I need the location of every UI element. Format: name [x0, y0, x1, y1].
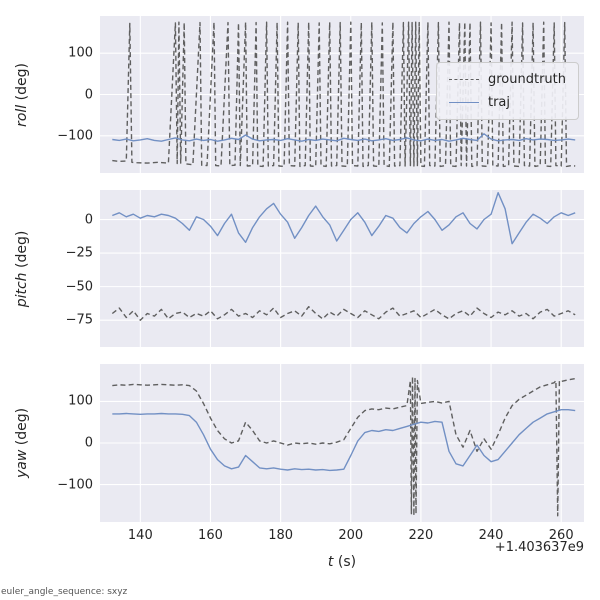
traj-line — [112, 409, 576, 472]
subplot-yaw: yaw (deg) 100 0 −100 140 160 180 200 220 240 260 — [14, 364, 584, 543]
y-tick-label: 0 — [84, 212, 93, 228]
traj-line-sample-icon — [448, 102, 479, 103]
x-tick-label: 260 — [548, 528, 574, 543]
x-tick-label: 240 — [478, 528, 504, 543]
x-axis-label-unit: (s) — [333, 554, 357, 570]
x-axis-label-var: t — [327, 554, 334, 570]
y-axis-label-pitch: pitch (deg) — [14, 230, 30, 307]
legend-entry-groundtruth: groundtruth — [448, 72, 566, 87]
subplot-roll: roll (deg) groundtruth traj 100 0 −100 — [14, 16, 584, 173]
x-tick-label: 200 — [338, 528, 364, 543]
y-tick-label: 100 — [68, 45, 93, 61]
y-tick-label: −100 — [57, 128, 93, 144]
groundtruth-line — [111, 305, 576, 321]
x-axis-label: t (s) — [328, 554, 356, 570]
y-axis-label-roll: roll (deg) — [14, 63, 30, 127]
x-tick-label: 180 — [268, 528, 294, 543]
y-axis-label-pitch-var: pitch — [14, 271, 30, 307]
groundtruth-line — [112, 375, 576, 517]
y-tick-label: −75 — [65, 312, 93, 328]
x-tick-label: 140 — [127, 528, 153, 543]
y-tick-label: 0 — [84, 87, 93, 102]
x-tick-label: 220 — [408, 528, 434, 543]
subplot-pitch: pitch (deg) 0 −25 −50 −75 — [14, 190, 584, 347]
groundtruth-line-sample-icon — [448, 79, 479, 80]
y-axis-label-yaw-var: yaw — [14, 449, 30, 479]
y-axis-label-roll-var: roll — [14, 104, 30, 127]
legend-label-groundtruth: groundtruth — [487, 72, 566, 87]
legend-entry-traj: traj — [448, 95, 566, 110]
y-tick-label: −25 — [65, 245, 93, 261]
traj-line — [112, 192, 576, 245]
y-tick-label: −50 — [65, 279, 93, 295]
yaw-plot-canvas — [100, 364, 584, 522]
legend: groundtruth traj — [435, 62, 579, 120]
legend-label-traj: traj — [487, 95, 511, 110]
y-axis-label-yaw-unit: (deg) — [14, 407, 30, 450]
footer-note: euler_angle_sequence: sxyz — [1, 587, 128, 597]
x-axis-offset-text: +1.403637e9 — [494, 540, 584, 555]
y-axis-label-roll-unit: (deg) — [14, 62, 30, 105]
y-tick-label: 100 — [68, 393, 93, 409]
traj-line — [112, 133, 576, 142]
x-tick-label: 160 — [198, 528, 223, 543]
y-tick-label: 0 — [84, 435, 93, 451]
y-axis-label-yaw: yaw (deg) — [14, 408, 30, 478]
y-tick-label: −100 — [57, 477, 93, 493]
pitch-plot-canvas — [100, 190, 584, 347]
y-axis-label-pitch-unit: (deg) — [14, 230, 30, 272]
